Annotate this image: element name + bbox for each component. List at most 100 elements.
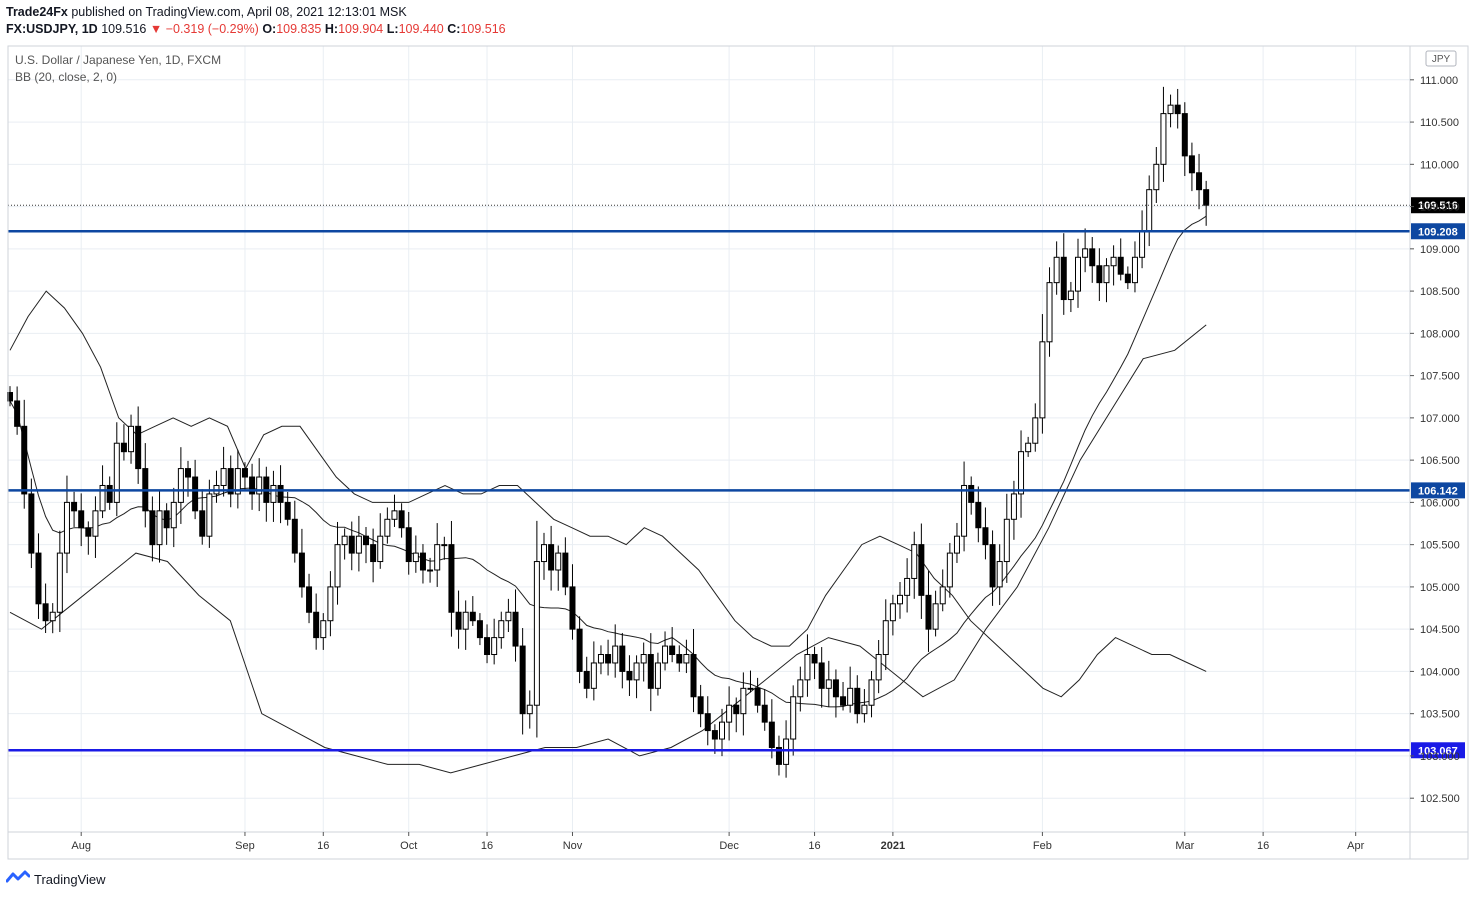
candle-up <box>56 552 63 613</box>
candle-down <box>768 721 775 748</box>
candles <box>7 86 1210 778</box>
candle-down <box>690 654 697 698</box>
chart-header: Trade24Fx published on TradingView.com, … <box>6 4 506 38</box>
candle-down <box>28 493 35 554</box>
candle-down <box>811 654 818 664</box>
candle-up <box>640 654 647 664</box>
candle-up <box>662 645 669 664</box>
y-tick-label: 102.500 <box>1420 793 1460 805</box>
candle-down <box>306 586 313 613</box>
candle-up <box>491 637 498 656</box>
candle-down <box>968 484 975 503</box>
candle-up <box>1103 265 1110 284</box>
candle-up <box>377 535 384 563</box>
tradingview-brand[interactable]: TradingView <box>34 871 106 887</box>
candle-down <box>583 670 590 689</box>
candle-down <box>363 535 369 546</box>
candle-up <box>92 510 99 537</box>
candle-up <box>797 679 804 698</box>
candle-up <box>633 662 640 681</box>
published-text: published on TradingView.com, April 08, … <box>71 5 407 19</box>
candle-up <box>156 510 163 546</box>
high-label: H: <box>324 22 339 36</box>
candle-up <box>612 645 619 664</box>
horizontal-levels[interactable]: 109.208 106.142 103.067 109.516 <box>8 197 1465 759</box>
bb-lower-line <box>9 324 1207 774</box>
candle-down <box>1089 248 1096 267</box>
candle-up <box>719 721 725 740</box>
candle-up <box>541 544 547 563</box>
candle-up <box>412 552 419 563</box>
candle-down <box>982 527 989 546</box>
candle-down <box>626 670 633 681</box>
candle-down <box>398 510 405 529</box>
candle-down <box>854 687 861 715</box>
close-label: C: <box>447 22 461 36</box>
candle-down <box>548 544 555 571</box>
candle-down <box>42 603 49 622</box>
candle-up <box>996 561 1003 588</box>
candle-down <box>1181 113 1188 157</box>
y-tick-label: 104.000 <box>1420 666 1460 678</box>
open-label: O: <box>262 22 277 36</box>
candle-down <box>14 400 21 427</box>
candle-down <box>469 611 476 622</box>
candle-up <box>1018 451 1025 495</box>
candle-down <box>676 654 683 664</box>
tradingview-logo-icon[interactable] <box>5 869 31 890</box>
x-tick-label: 2021 <box>881 840 905 852</box>
instrument-title: U.S. Dollar / Japanese Yen, 1D, FXCM <box>15 53 222 67</box>
candle-down <box>455 611 462 630</box>
candle-down <box>348 535 355 554</box>
candle-down <box>227 468 234 495</box>
candle-up <box>654 662 661 689</box>
candle-down <box>1117 256 1124 275</box>
candle-down <box>106 484 113 503</box>
candle-up <box>783 738 790 765</box>
candle-down <box>818 662 825 689</box>
candle-up <box>427 569 434 572</box>
candle-up <box>1082 248 1089 258</box>
last-value: 109.516 <box>101 22 147 36</box>
candle-down <box>832 679 839 698</box>
candle-up <box>790 696 797 740</box>
candle-down <box>185 468 191 478</box>
x-tick-label: 16 <box>317 840 329 852</box>
time-axis[interactable]: Aug Sep 16 Oct 16 Nov Dec 16 2021 Feb Mar 16 Apr <box>71 832 1365 852</box>
candle-up <box>897 594 903 605</box>
candle-down <box>512 611 519 647</box>
x-tick-label: Nov <box>563 840 583 852</box>
candle-up <box>206 493 213 537</box>
candle-down <box>569 586 576 630</box>
candle-down <box>704 713 711 732</box>
candle-down <box>840 696 847 706</box>
candle-up <box>384 518 391 537</box>
candle-up <box>961 484 968 537</box>
candle-up <box>341 535 348 546</box>
y-tick-label: 106.000 <box>1420 497 1460 509</box>
price-axis[interactable]: 111.000 110.500 110.000 109.500 109.000 108.5… <box>1410 50 1460 805</box>
level-label-bg <box>1411 482 1465 499</box>
low-value: 109.440 <box>398 22 444 36</box>
indicator-label[interactable]: BB (20, close, 2, 0) <box>15 70 118 84</box>
candle-down <box>192 476 199 512</box>
candle-up <box>49 611 56 622</box>
candle-up <box>1046 282 1053 343</box>
candle-down <box>975 501 982 529</box>
publisher-name[interactable]: Trade24Fx <box>6 5 68 19</box>
candle-up <box>1010 493 1017 520</box>
candle-down <box>1188 155 1195 174</box>
x-tick-label: Aug <box>71 840 91 852</box>
change-value: ▼ −0.319 (−0.29%) <box>149 22 259 36</box>
candle-down <box>21 425 28 495</box>
candle-down <box>605 654 612 664</box>
candle-up <box>953 535 960 554</box>
candle-up <box>747 687 754 690</box>
candle-up <box>234 468 241 495</box>
y-tick-label: 107.000 <box>1420 413 1460 425</box>
level-label-bg <box>1411 742 1465 759</box>
candle-up <box>597 654 604 664</box>
y-tick-label: 107.500 <box>1420 371 1460 383</box>
chart-legend: U.S. Dollar / Japanese Yen, 1D, FXCM BB … <box>15 52 221 86</box>
